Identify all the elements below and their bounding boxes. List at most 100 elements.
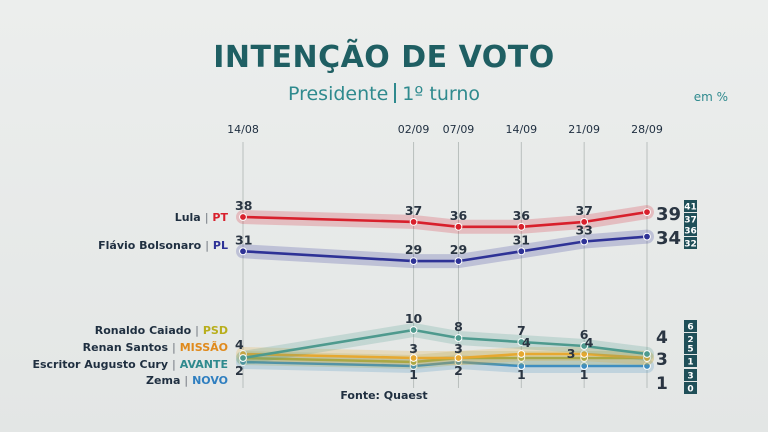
candidate-name: Zema — [146, 374, 180, 387]
x-tick-label: 02/09 — [398, 123, 430, 136]
margin-value-zema: 0 — [687, 385, 693, 395]
margin-box — [684, 200, 697, 212]
chart-title: INTENÇÃO DE VOTO — [213, 40, 555, 75]
data-point-lula — [580, 218, 589, 226]
final-value-caiado: 4 — [656, 328, 668, 348]
final-value-cury: 3 — [656, 350, 668, 370]
point-label: 7 — [517, 323, 526, 338]
series-line-caiado — [241, 328, 649, 360]
series-line-lula — [241, 210, 649, 229]
point-label: 3 — [454, 341, 463, 356]
point-label: 31 — [235, 232, 252, 247]
point-label: 2 — [454, 363, 463, 378]
data-point-renan — [409, 354, 418, 362]
point-label: 6 — [580, 327, 589, 342]
margin-box — [684, 224, 697, 236]
candidate-separator: | — [168, 341, 180, 354]
candidate-separator: | — [191, 324, 203, 337]
margin-value-flavio: 36 — [684, 227, 697, 237]
point-label: 1 — [409, 367, 418, 382]
point-label: 36 — [450, 208, 468, 223]
point-label: 37 — [405, 203, 422, 218]
point-label: 31 — [513, 232, 530, 247]
point-label: 8 — [454, 319, 463, 334]
series-line-zema — [241, 360, 649, 368]
data-point-lula — [643, 208, 651, 217]
data-point-zema — [517, 362, 526, 370]
point-label: 4 — [585, 335, 594, 350]
candidate-party: PT — [212, 211, 228, 224]
candidate-name: Flávio Bolsonaro — [98, 239, 202, 252]
point-label: 1 — [580, 367, 589, 382]
data-point-lula — [454, 222, 463, 231]
point-label: 38 — [235, 198, 252, 213]
data-point-lula — [239, 213, 247, 221]
point-label: 1 — [517, 367, 526, 382]
candidate-party: PL — [213, 239, 228, 252]
data-point-flavio — [239, 247, 247, 256]
margin-box — [684, 213, 697, 225]
point-label: 37 — [575, 203, 592, 218]
margin-value-zema: 3 — [687, 372, 693, 382]
data-point-caiado — [580, 342, 589, 350]
subtitle-office: Presidente — [287, 83, 389, 105]
candidate-separator: | — [201, 211, 213, 224]
data-point-renan — [580, 350, 589, 358]
x-tick-label: 14/09 — [505, 123, 537, 136]
margin-box — [684, 342, 697, 354]
margin-box — [684, 369, 697, 381]
candidate-separator: | — [180, 374, 192, 387]
margin-value-flavio: 32 — [684, 240, 697, 250]
margin-value-caiado: 2 — [687, 336, 693, 346]
data-point-flavio — [409, 257, 418, 266]
candidate-party: NOVO — [192, 374, 228, 387]
margin-box — [684, 355, 697, 367]
candidate-label-flavio: Flávio Bolsonaro | PL — [98, 239, 228, 252]
x-tick-label: 21/09 — [568, 123, 600, 136]
x-tick-label: 14/08 — [227, 123, 259, 136]
candidate-separator: | — [201, 239, 213, 252]
series-line-cury — [241, 356, 649, 364]
data-point-caiado — [454, 334, 463, 342]
x-tick-label: 07/09 — [443, 123, 475, 136]
candidate-label-zema: Zema | NOVO — [146, 374, 228, 387]
data-point-flavio — [517, 247, 526, 256]
data-point-caiado — [409, 326, 418, 334]
candidate-party: AVANTE — [180, 358, 228, 371]
x-tick-label: 28/09 — [631, 123, 663, 136]
data-point-caiado — [643, 350, 651, 358]
subtitle-round: 1º turno — [402, 83, 481, 105]
point-label: 36 — [513, 208, 531, 223]
point-label: 33 — [575, 223, 592, 238]
point-label: 3 — [567, 346, 576, 361]
candidate-label-renan: Renan Santos | MISSÃO — [83, 341, 228, 354]
point-label: 29 — [405, 242, 422, 257]
data-point-renan — [454, 354, 463, 362]
data-point-renan — [517, 350, 526, 358]
candidate-label-lula: Lula | PT — [175, 211, 229, 224]
candidate-name: Ronaldo Caiado — [95, 324, 192, 337]
final-value-lula: 39 — [656, 204, 681, 225]
candidate-name: Lula — [175, 211, 201, 224]
candidate-party: PSD — [203, 324, 228, 337]
point-label: 3 — [409, 341, 418, 356]
subtitle-separator — [394, 83, 397, 103]
series-line-flavio — [241, 235, 649, 263]
chart-subtitle: Presidente 1º turno — [0, 83, 768, 105]
margin-box — [684, 237, 697, 249]
data-point-flavio — [580, 237, 589, 246]
data-point-caiado — [239, 354, 247, 362]
margin-value-caiado: 6 — [687, 323, 693, 333]
data-point-caiado — [517, 338, 526, 346]
point-label: 10 — [405, 311, 423, 326]
point-label: 29 — [450, 242, 467, 257]
data-point-lula — [409, 218, 418, 226]
source-note: Fonte: Quaest — [340, 389, 428, 402]
candidate-label-caiado: Ronaldo Caiado | PSD — [95, 324, 228, 337]
data-point-zema — [643, 362, 651, 370]
final-value-zema: 1 — [656, 374, 668, 394]
margin-box — [684, 382, 697, 394]
candidate-name: Escritor Augusto Cury — [32, 358, 168, 371]
